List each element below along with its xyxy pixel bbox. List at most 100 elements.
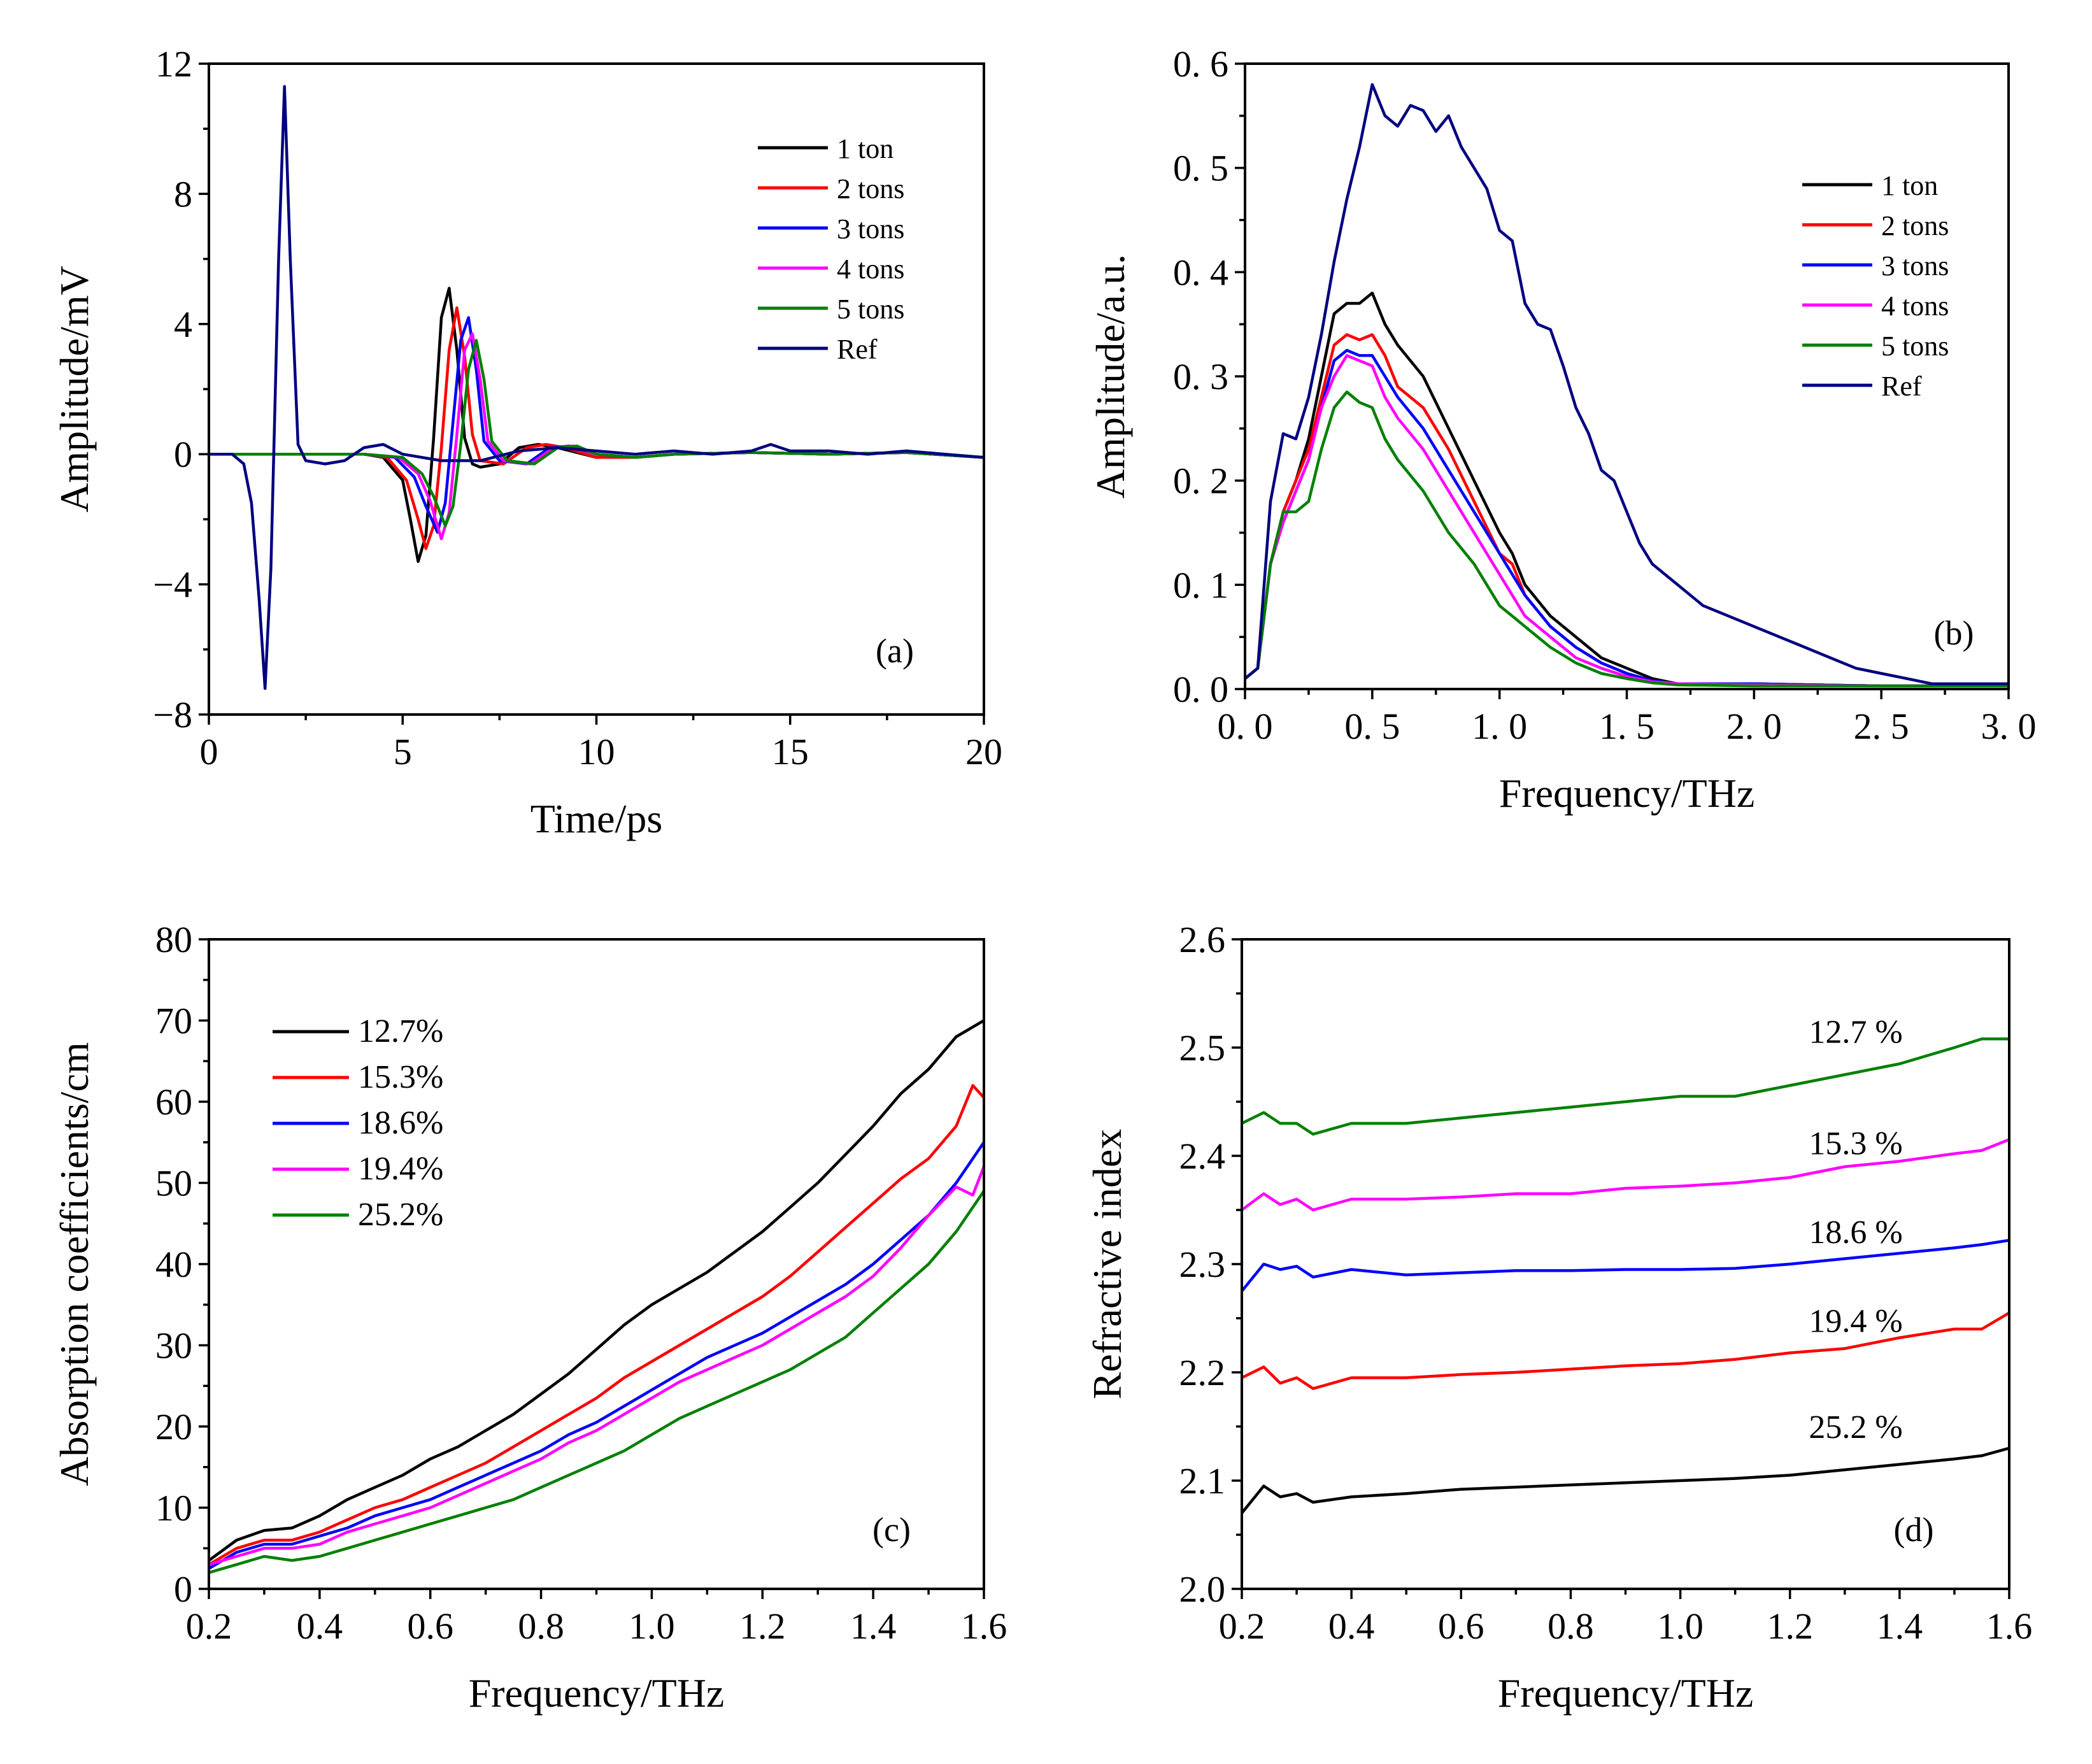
chart-a: 0 5 10 15 20 −8 −4 0 4 8 12 Time/ps Amplitude/mV (a) 1…: [52, 43, 1002, 841]
legend-label-c-0: 12.7%: [358, 1013, 443, 1049]
legend-label-a-5: Ref: [837, 334, 878, 365]
y-tick-label-d-4: 2.4: [1179, 1135, 1226, 1177]
x-tick-label-d-4: 1.0: [1657, 1605, 1704, 1647]
legend-label-a-2: 3 tons: [837, 213, 904, 245]
y-tick-label-a-4: 8: [174, 173, 192, 215]
panel-label-c: (c): [872, 1511, 911, 1549]
plot-frame-c: [208, 938, 985, 1590]
legend-label-b-4: 5 tons: [1881, 331, 1949, 362]
legend-label-c-3: 19.4%: [358, 1151, 443, 1187]
x-tick-label-d-3: 0.8: [1548, 1605, 1594, 1647]
x-tick-label-a-4: 20: [965, 731, 1002, 772]
series-line-a-5: [209, 85, 984, 690]
legend-label-b-2: 3 tons: [1881, 250, 1949, 281]
y-tick-label-c-4: 40: [155, 1244, 192, 1285]
x-axis-label-a: Time/ps: [530, 796, 663, 841]
legend-b: 1 ton 2 tons 3 tons 4 tons 5 tons Ref: [1802, 170, 1949, 402]
y-tick-label-c-0: 0: [174, 1568, 192, 1610]
x-tick-label-d-1: 0.4: [1328, 1605, 1375, 1647]
x-tick-label-a-3: 15: [772, 731, 809, 772]
y-axis-label-c: Absorption coefficients/cm: [52, 1042, 97, 1486]
series-label-d-4: 25.2 %: [1809, 1409, 1902, 1446]
panel-label-a: (a): [876, 632, 914, 670]
series-line-c-1: [209, 1084, 984, 1567]
x-tick-label-b-2: 1. 0: [1472, 706, 1527, 747]
series-line-b-3: [1245, 354, 2009, 688]
panel-label-b: (b): [1934, 614, 1974, 652]
y-tick-label-c-1: 10: [155, 1488, 192, 1529]
series-line-a-4: [209, 339, 984, 527]
x-tick-label-d-0: 0.2: [1219, 1605, 1265, 1647]
series-line-c-4: [209, 1190, 984, 1574]
y-tick-label-d-0: 2.0: [1179, 1568, 1226, 1610]
x-tick-label-d-6: 1.4: [1877, 1605, 1923, 1647]
series-line-b-5: [1245, 83, 2009, 686]
y-tick-label-c-3: 30: [155, 1325, 192, 1367]
series-line-d-3: [1242, 1311, 2009, 1390]
x-tick-label-b-3: 1. 5: [1599, 706, 1654, 747]
legend-c: 12.7% 15.3% 18.6% 19.4% 25.2%: [273, 1013, 443, 1233]
legend-label-b-1: 2 tons: [1881, 210, 1949, 241]
y-tick-label-c-8: 80: [155, 919, 192, 960]
x-tick-label-c-5: 1.2: [739, 1605, 786, 1647]
x-tick-label-b-0: 0. 0: [1218, 706, 1273, 747]
x-axis-label-d: Frequency/THz: [1498, 1670, 1754, 1716]
legend-label-a-1: 2 tons: [837, 173, 904, 204]
chart-d: 0.2 0.4 0.6 0.8 1.0 1.2 1.4 1.6 2.0 2.1 2.2 2.3 2.4 2…: [1085, 919, 2032, 1716]
legend-label-c-4: 25.2%: [358, 1197, 443, 1233]
legend-label-c-1: 15.3%: [358, 1059, 443, 1095]
legend-label-b-0: 1 ton: [1881, 170, 1938, 201]
x-tick-label-c-7: 1.6: [961, 1605, 1007, 1647]
x-tick-label-c-1: 0.4: [297, 1605, 343, 1647]
y-tick-label-b-0: 0. 0: [1173, 669, 1228, 710]
y-tick-label-b-2: 0. 2: [1173, 460, 1228, 502]
legend-label-a-4: 5 tons: [837, 294, 904, 325]
legend-label-a-3: 4 tons: [837, 253, 904, 285]
y-tick-label-d-1: 2.1: [1179, 1460, 1226, 1502]
chart-c: 0.2 0.4 0.6 0.8 1.0 1.2 1.4 1.6 0 10 20 30 40 50 60 70 8…: [52, 919, 1007, 1716]
y-tick-label-a-2: 0: [174, 434, 192, 475]
y-tick-label-b-5: 0. 5: [1173, 148, 1228, 189]
x-tick-label-d-5: 1.2: [1767, 1605, 1813, 1647]
series-line-c-2: [209, 1141, 984, 1570]
panel-label-d: (d): [1894, 1511, 1934, 1549]
x-tick-label-a-2: 10: [578, 731, 615, 772]
y-tick-label-c-7: 70: [155, 1000, 192, 1042]
legend-a: 1 ton 2 tons 3 tons 4 tons 5 tons Ref: [758, 133, 904, 365]
series-label-d-2: 18.6 %: [1809, 1214, 1902, 1251]
y-tick-label-b-3: 0. 3: [1173, 356, 1228, 397]
legend-label-a-0: 1 ton: [837, 133, 893, 164]
series-line-d-2: [1242, 1239, 2009, 1293]
y-tick-label-a-3: 4: [174, 304, 192, 345]
legend-label-b-5: Ref: [1881, 371, 1922, 402]
chart-b: 0. 0 0. 5 1. 0 1. 5 2. 0 2. 5 3. 0 0. 0 0. 1 0. 2…: [1088, 43, 2037, 816]
y-tick-label-c-5: 50: [155, 1163, 192, 1204]
x-tick-label-b-4: 2. 0: [1726, 706, 1782, 747]
series-line-d-0: [1242, 1037, 2009, 1136]
series-line-c-3: [209, 1165, 984, 1567]
y-tick-label-b-4: 0. 4: [1173, 252, 1228, 293]
series-line-d-4: [1242, 1446, 2009, 1515]
y-tick-label-d-6: 2.6: [1179, 919, 1226, 960]
x-tick-label-b-6: 3. 0: [1981, 706, 2037, 747]
x-tick-label-a-1: 5: [394, 731, 412, 772]
y-tick-label-b-1: 0. 1: [1173, 564, 1228, 606]
y-tick-label-d-3: 2.3: [1179, 1244, 1226, 1285]
x-tick-label-b-5: 2. 5: [1854, 706, 1909, 747]
x-tick-label-d-2: 0.6: [1438, 1605, 1484, 1647]
y-tick-label-a-5: 12: [155, 43, 192, 85]
x-tick-label-a-0: 0: [200, 731, 218, 772]
y-tick-label-d-2: 2.2: [1179, 1352, 1226, 1393]
series-line-a-0: [209, 287, 984, 564]
y-tick-label-a-1: −4: [153, 564, 192, 606]
series-line-c-0: [209, 1019, 984, 1562]
x-tick-label-c-6: 1.4: [850, 1605, 897, 1647]
series-label-d-3: 19.4 %: [1809, 1303, 1902, 1339]
y-tick-label-a-0: −8: [153, 694, 192, 736]
x-tick-label-c-0: 0.2: [186, 1605, 232, 1647]
x-tick-label-b-1: 0. 5: [1344, 706, 1400, 747]
x-tick-label-d-7: 1.6: [1986, 1605, 2033, 1647]
x-tick-label-c-2: 0.6: [407, 1605, 453, 1647]
